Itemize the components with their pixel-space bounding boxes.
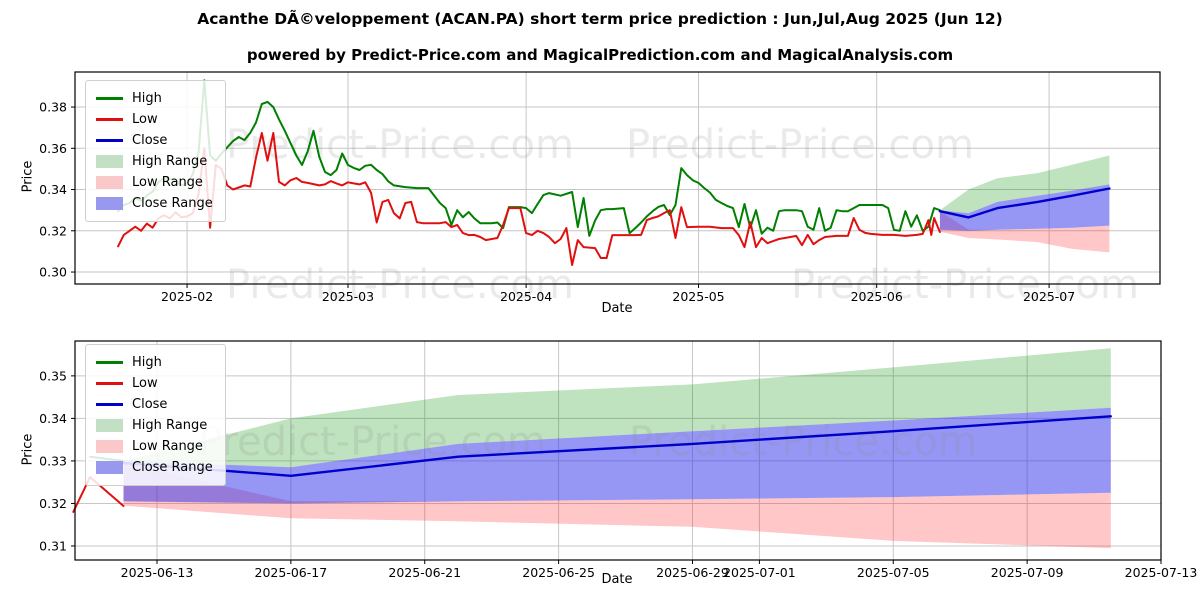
legend-item-close-range: Close Range (96, 457, 213, 478)
x-tick-label: 2025-06-21 (388, 565, 461, 580)
x-tick-label: 2025-07-09 (991, 565, 1064, 580)
low-range-swatch (96, 440, 123, 453)
high-line-swatch (96, 361, 123, 364)
plot-frame (74, 71, 1161, 285)
close-line-swatch (96, 139, 123, 142)
legend-label: Close Range (132, 196, 213, 211)
watermark-text: Predict-Price.com (791, 262, 1139, 308)
top-chart-ylabel: Price (20, 160, 36, 193)
y-tick-label: 0.32 (39, 223, 67, 238)
legend-item-high: High (96, 88, 213, 109)
x-tick-label: 2025-06 (851, 289, 903, 304)
x-tick-label: 2025-06-17 (255, 565, 328, 580)
x-tick-label: 2025-05 (672, 289, 724, 304)
legend-item-low: Low (96, 109, 213, 130)
close-range-swatch (96, 461, 123, 474)
legend-label: Close Range (132, 460, 213, 475)
legend-item-low-range: Low Range (96, 172, 213, 193)
y-tick-label: 0.31 (39, 538, 67, 553)
watermark-text: Predict-Price.com (629, 419, 977, 465)
legend-item-high-range: High Range (96, 415, 213, 436)
legend-item-high-range: High Range (96, 151, 213, 172)
y-tick-label: 0.33 (39, 453, 67, 468)
watermark-text: Predict-Price.com (226, 262, 574, 308)
low-range-band (939, 211, 1110, 253)
top-chart-xlabel: Date (601, 301, 633, 316)
bottom-chart-legend: High Low Close High Range Low Range Clos… (85, 344, 226, 486)
figure-subtitle: powered by Predict-Price.com and Magical… (246, 46, 954, 64)
high-range-swatch (96, 419, 123, 432)
plot-frame (74, 340, 1162, 561)
y-tick-label: 0.36 (39, 141, 67, 156)
low-line-swatch (96, 118, 123, 121)
legend-label: Low (132, 112, 158, 127)
low-line (117, 132, 941, 266)
watermark-text: Predict-Price.com (226, 122, 574, 168)
close-range-band (123, 407, 1111, 504)
legend-label: High (132, 91, 162, 106)
legend-item-close: Close (96, 130, 213, 151)
legend-label: High (132, 355, 162, 370)
x-tick-label: 2025-06-25 (522, 565, 595, 580)
close-line-swatch (96, 403, 123, 406)
close-range-swatch (96, 197, 123, 210)
watermark-text: Predict-Price.com (626, 122, 974, 168)
y-tick-label: 0.30 (39, 265, 67, 280)
x-tick-label: 2025-03 (322, 289, 374, 304)
y-tick-label: 0.34 (39, 411, 67, 426)
low-range-band (123, 463, 1111, 549)
top-chart-legend: High Low Close High Range Low Range Clos… (85, 80, 226, 222)
high-range-swatch (96, 155, 123, 168)
legend-label: Low Range (132, 439, 203, 454)
legend-item-low-range: Low Range (96, 436, 213, 457)
x-tick-label: 2025-04 (500, 289, 552, 304)
y-tick-label: 0.35 (39, 368, 67, 383)
low-line-swatch (96, 382, 123, 385)
figure-title: Acanthe DÃ©veloppement (ACAN.PA) short t… (197, 10, 1003, 28)
x-tick-label: 2025-06-13 (121, 565, 194, 580)
legend-label: High Range (132, 418, 208, 433)
close-line (938, 187, 1111, 219)
legend-label: Low Range (132, 175, 203, 190)
close-line (122, 415, 1113, 477)
y-tick-label: 0.32 (39, 496, 67, 511)
legend-label: High Range (132, 154, 208, 169)
high-line-swatch (96, 97, 123, 100)
x-tick-label: 2025-07 (1023, 289, 1075, 304)
y-tick-label: 0.34 (39, 182, 67, 197)
high-range-band (123, 348, 1111, 468)
x-tick-label: 2025-07-01 (723, 565, 796, 580)
y-tick-label: 0.38 (39, 100, 67, 115)
legend-item-close-range: Close Range (96, 193, 213, 214)
low-range-swatch (96, 176, 123, 189)
watermark-text: Predict-Price.com (198, 419, 546, 465)
legend-item-close: Close (96, 394, 213, 415)
legend-label: Low (132, 376, 158, 391)
bottom-chart-ylabel: Price (20, 433, 36, 465)
legend-item-high: High (96, 352, 213, 373)
legend-label: Close (132, 133, 168, 148)
x-tick-label: 2025-06-29 (656, 565, 729, 580)
legend-item-low: Low (96, 373, 213, 394)
legend-label: Close (132, 397, 168, 412)
x-tick-label: 2025-07-13 (1125, 565, 1198, 580)
bottom-chart-xlabel: Date (601, 572, 633, 587)
x-tick-label: 2025-02 (161, 289, 213, 304)
high-line (117, 79, 941, 237)
high-range-band (939, 155, 1110, 214)
x-tick-label: 2025-07-05 (857, 565, 930, 580)
